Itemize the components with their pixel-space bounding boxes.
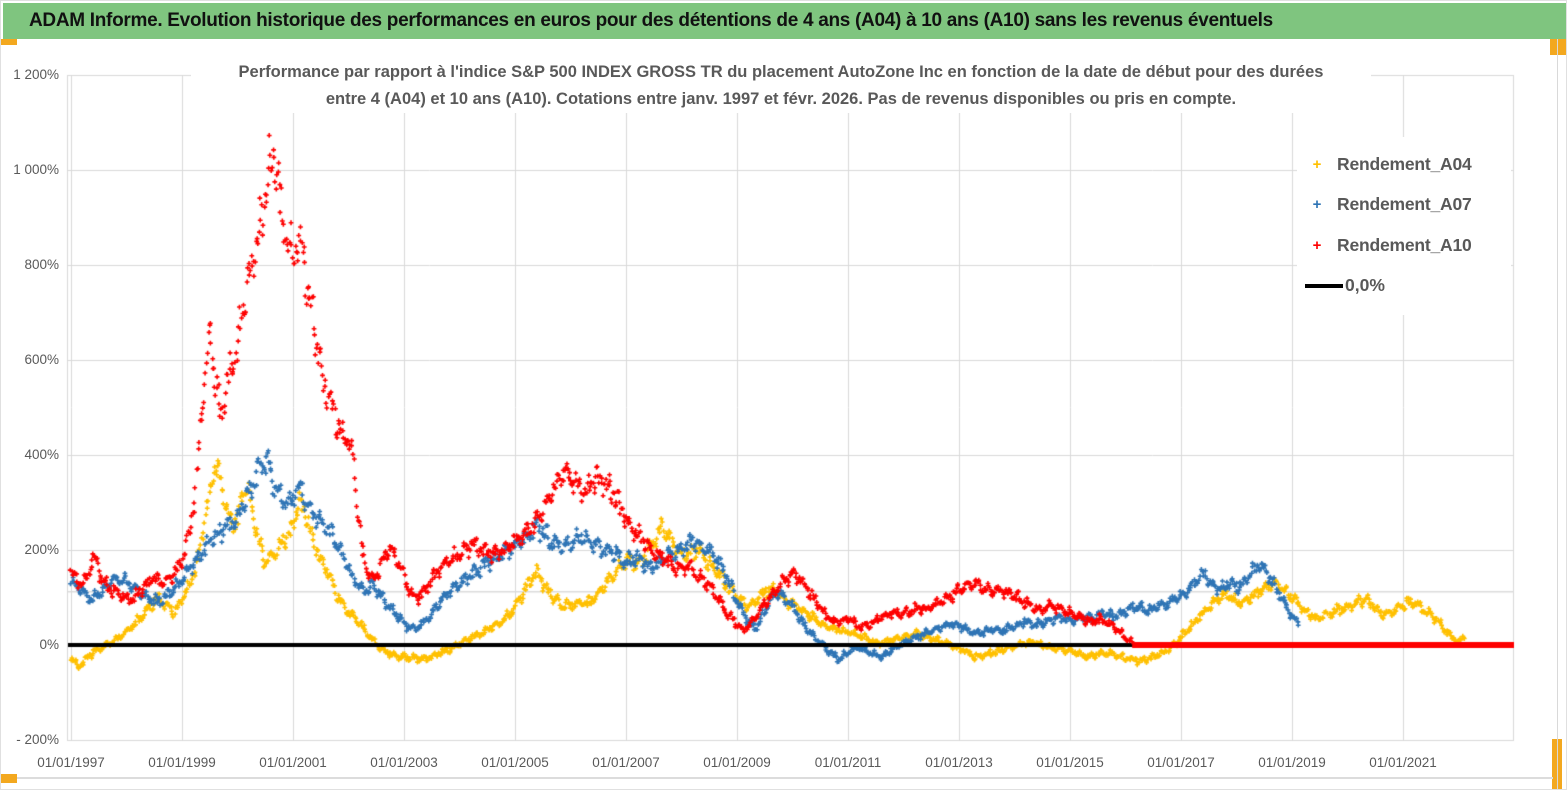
y-axis-label: - 200%	[16, 732, 59, 747]
x-axis-label: 01/01/1999	[148, 755, 216, 770]
x-axis-label: 01/01/2001	[259, 755, 327, 770]
legend-label: Rendement_A07	[1337, 194, 1472, 215]
chart-legend: + Rendement_A04 + Rendement_A07 + Rendem…	[1297, 137, 1511, 315]
y-axis-label: 200%	[24, 542, 59, 557]
plus-marker-icon: +	[1312, 236, 1322, 254]
y-axis-label: 400%	[24, 447, 59, 462]
plus-marker-icon: +	[1312, 155, 1322, 173]
plus-marker-icon: +	[1312, 196, 1322, 214]
x-axis-label: 01/01/2009	[703, 755, 771, 770]
chart-title-line1: Performance par rapport à l'indice S&P 5…	[238, 63, 1324, 81]
legend-item-rendement-a07[interactable]: + Rendement_A07	[1297, 188, 1511, 222]
x-axis-label: 01/01/1997	[37, 755, 105, 770]
legend-item-zero-line[interactable]: 0,0%	[1297, 269, 1511, 303]
page-header: ADAM Informe. Evolution historique des p…	[3, 3, 1566, 39]
right-divider	[1557, 39, 1558, 789]
legend-item-rendement-a04[interactable]: + Rendement_A04	[1297, 147, 1511, 181]
x-axis-label: 01/01/2013	[925, 755, 993, 770]
y-axis-label: 600%	[24, 352, 59, 367]
y-axis-label: 1 200%	[13, 67, 59, 82]
x-axis-label: 01/01/2021	[1369, 755, 1437, 770]
chart-title: Performance par rapport à l'indice S&P 5…	[191, 59, 1371, 113]
x-axis-label: 01/01/2019	[1258, 755, 1326, 770]
legend-label: Rendement_A04	[1337, 153, 1472, 174]
gold-accent-top-left	[1, 39, 17, 45]
legend-label: 0,0%	[1345, 275, 1385, 296]
legend-item-rendement-a10[interactable]: + Rendement_A10	[1297, 228, 1511, 262]
x-axis-label: 01/01/2015	[1036, 755, 1104, 770]
y-axis-label: 0%	[39, 637, 59, 652]
zero-line-icon	[1305, 283, 1343, 288]
x-axis-label: 01/01/2017	[1147, 755, 1215, 770]
x-axis-label: 01/01/2003	[370, 755, 438, 770]
bottom-divider	[17, 777, 1553, 779]
x-axis-label: 01/01/2007	[592, 755, 660, 770]
legend-label: Rendement_A10	[1337, 234, 1472, 255]
y-axis-label: 800%	[24, 257, 59, 272]
gold-accent-bottom-left	[1, 774, 17, 783]
x-axis-label: 01/01/2005	[481, 755, 549, 770]
page-title: ADAM Informe. Evolution historique des p…	[29, 10, 1273, 31]
chart-title-line2: entre 4 (A04) et 10 ans (A10). Cotations…	[325, 90, 1237, 108]
gold-accent-top-right	[1550, 39, 1566, 55]
x-axis-label: 01/01/2011	[814, 755, 882, 770]
y-axis-label: 1 000%	[13, 162, 59, 177]
